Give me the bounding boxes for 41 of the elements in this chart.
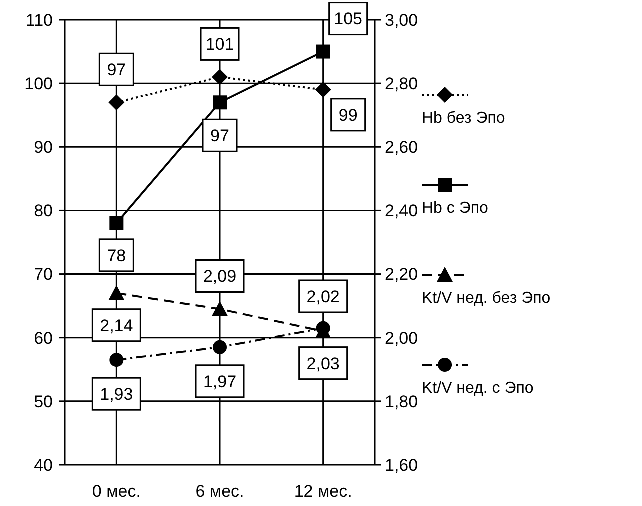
- y2-tick-label: 2,80: [385, 74, 418, 94]
- point: [110, 216, 124, 230]
- data-label: 2,09: [203, 267, 237, 286]
- y2-tick-label: 2,20: [385, 265, 418, 284]
- point: [316, 44, 330, 59]
- data-label: 2,03: [306, 354, 340, 374]
- y-tick-label: 110: [26, 10, 53, 30]
- point: [108, 94, 125, 111]
- y2-tick-label: 2,40: [385, 202, 418, 221]
- legend-label: Hb без Эпо: [422, 110, 506, 127]
- point: [315, 82, 332, 98]
- data-label: 1,97: [203, 372, 237, 392]
- data-label: 97: [107, 60, 126, 80]
- legend-label: Hb с Эпо: [422, 200, 489, 217]
- y-tick-label: 70: [34, 265, 53, 284]
- y-tick-label: 90: [34, 138, 53, 158]
- x-tick-label: 12 мес.: [294, 482, 352, 501]
- x-tick-label: 6 мес.: [196, 482, 244, 501]
- legend-label: Kt/V нед. с Эпо: [422, 380, 534, 397]
- data-label: 99: [338, 106, 358, 125]
- data-label: 105: [334, 10, 363, 29]
- data-label: 2,14: [100, 316, 134, 336]
- y2-tick-label: 3,00: [385, 10, 418, 30]
- point: [213, 96, 227, 110]
- y-tick-label: 60: [34, 328, 53, 348]
- legend-label: Kt/V нед. без Эпо: [422, 290, 551, 307]
- x-tick-label: 0 мес.: [92, 482, 141, 501]
- data-label: 97: [210, 126, 230, 146]
- y-tick-label: 80: [34, 202, 53, 221]
- y2-tick-label: 1,60: [385, 456, 418, 475]
- data-label: 1,93: [100, 385, 134, 404]
- y2-tick-label: 2,00: [385, 328, 418, 348]
- y-tick-label: 100: [24, 74, 53, 94]
- data-label: 78: [107, 246, 126, 266]
- y-tick-label: 50: [34, 392, 53, 412]
- data-label: 2,02: [306, 287, 340, 306]
- y2-tick-label: 1,80: [385, 392, 418, 412]
- point: [212, 69, 228, 86]
- data-label: 101: [206, 35, 234, 54]
- y-tick-label: 40: [34, 456, 53, 475]
- y2-tick-label: 2,60: [385, 138, 418, 158]
